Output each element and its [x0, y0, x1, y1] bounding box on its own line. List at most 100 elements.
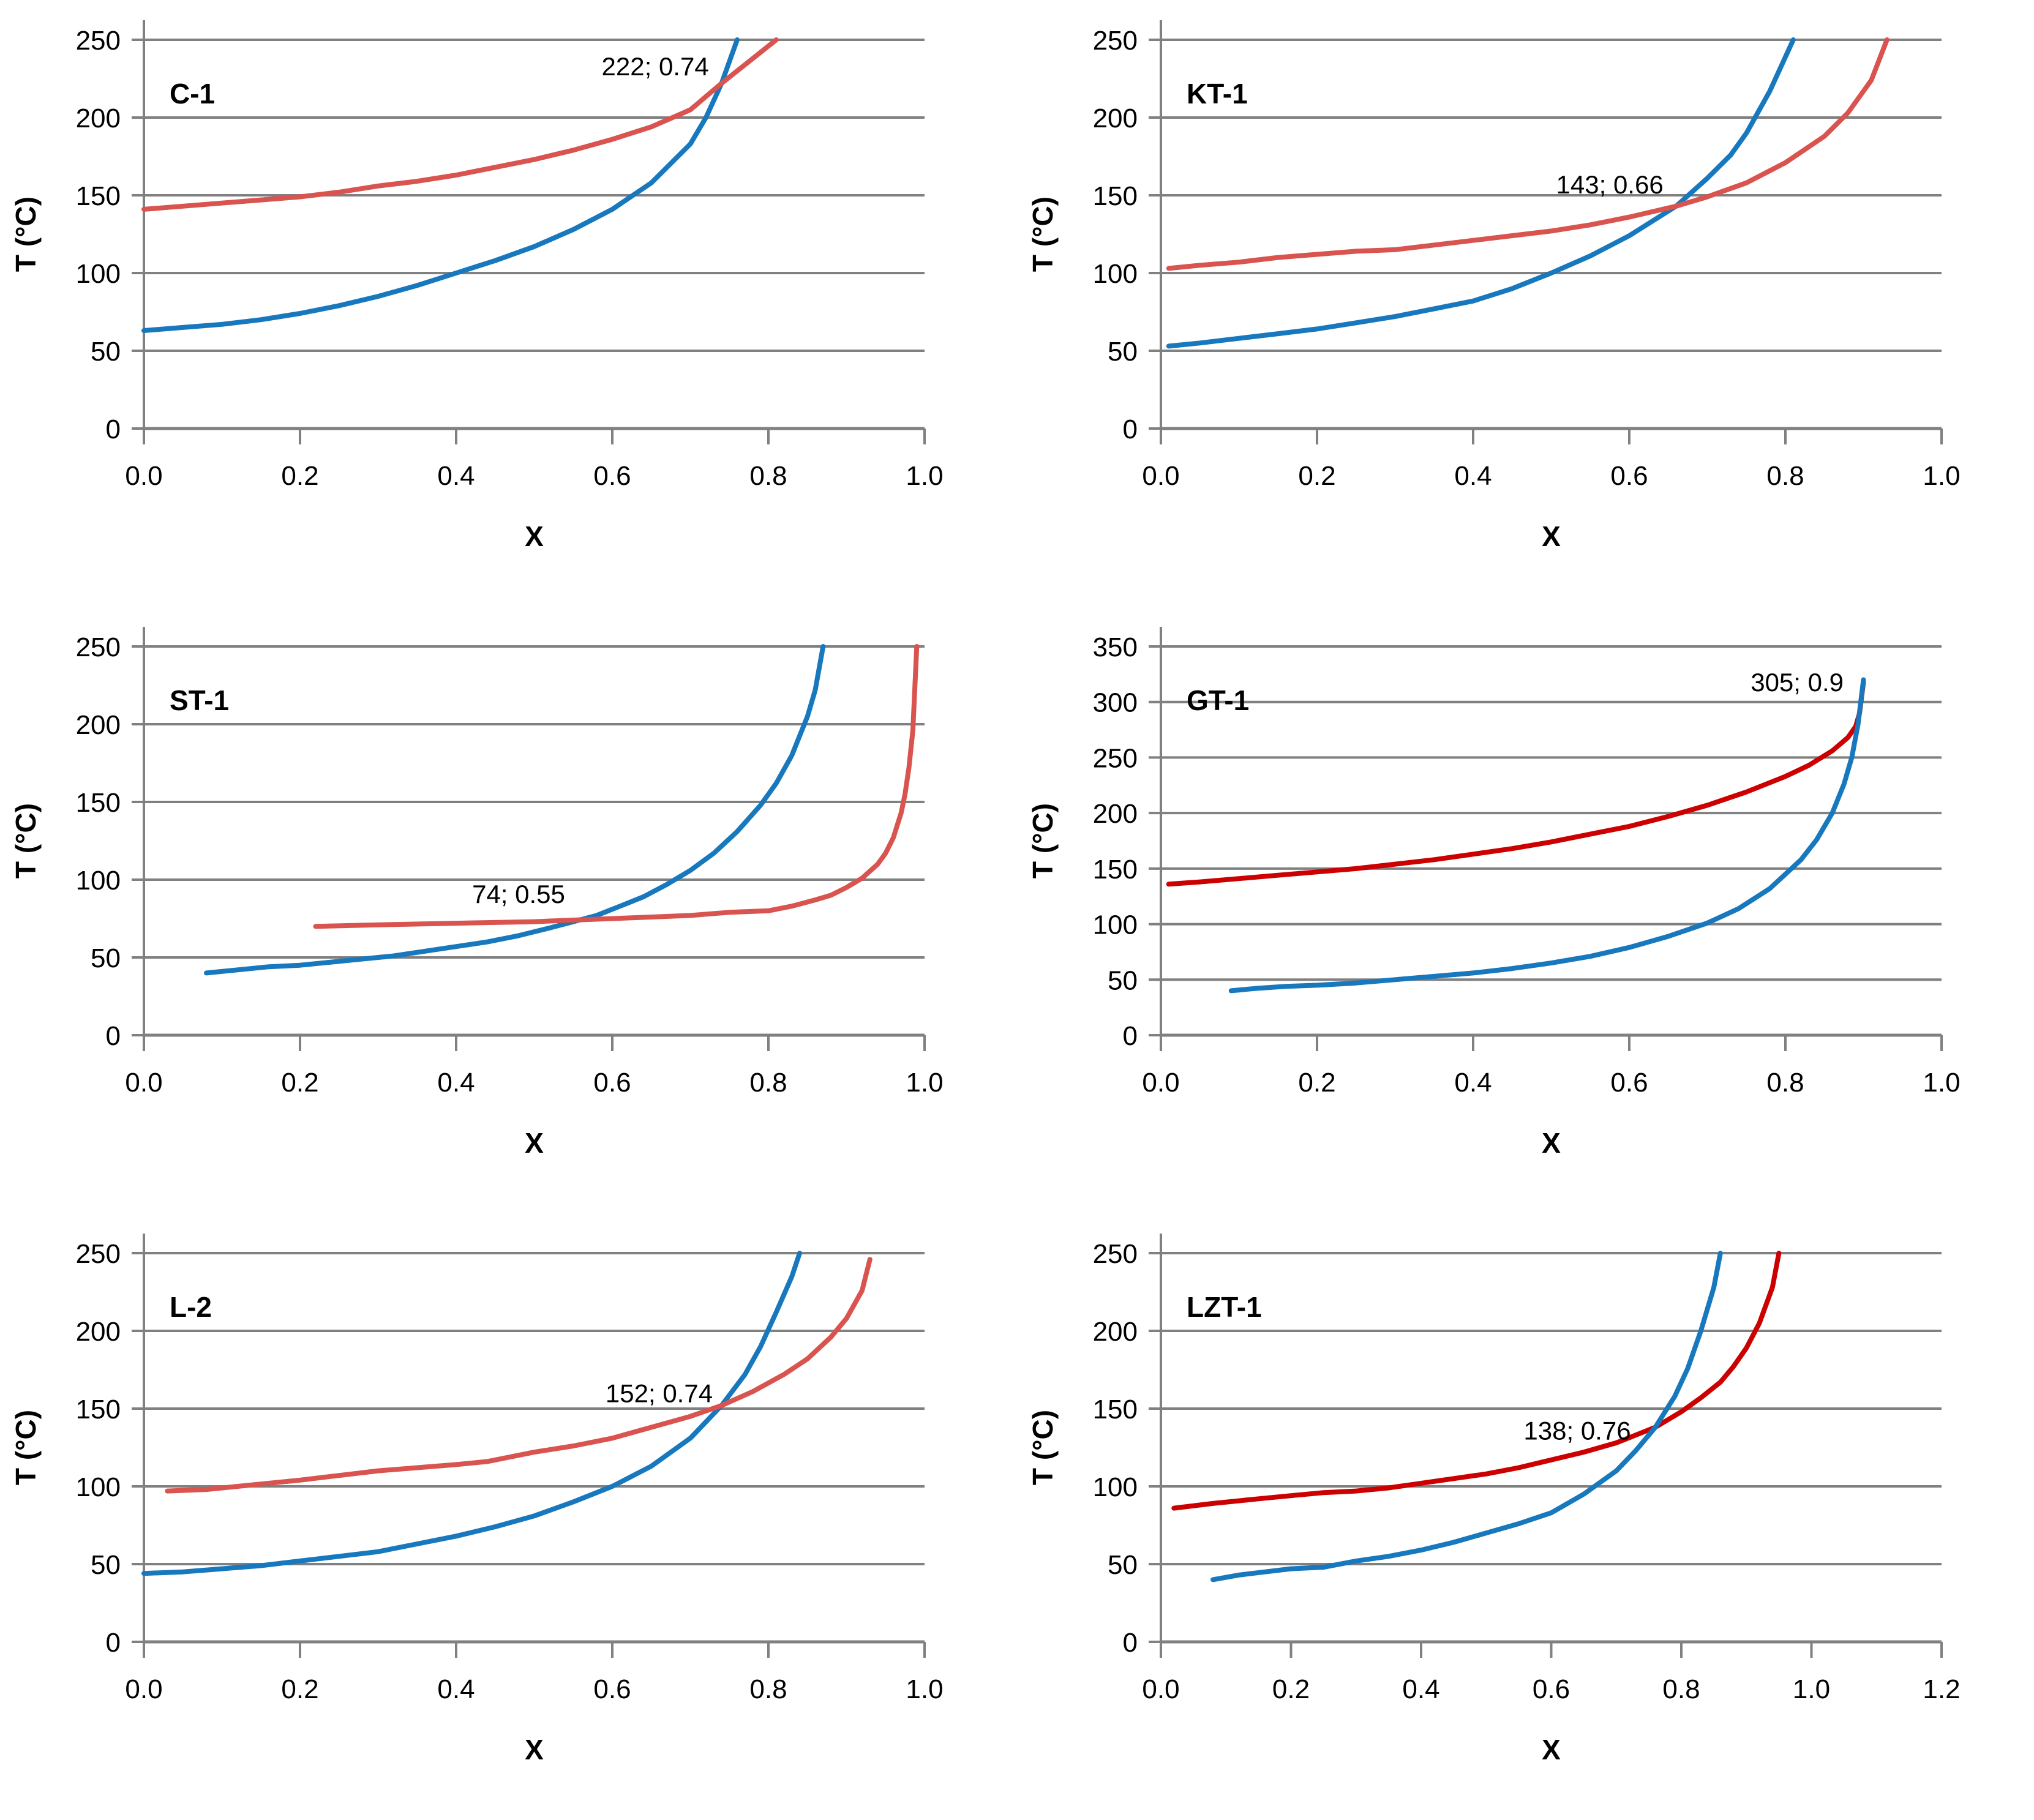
- chart-cell-st1: 0 50 100 150 200 250 0.0 0.2 0.4 0.6 0.8 1.0 ST-1 74;…: [0, 607, 1017, 1213]
- chart-svg-L-2: 0 50 100 150 200 250 0.0 0.2 0.4 0.6 0.8 1.0 L-2 152;…: [10, 1234, 944, 1766]
- chart-svg-LZT-1: 0 50 100 150 200 250 0.0 0.2 0.4 0.6 0.8 1.0 1.2 LZT-…: [1027, 1234, 1961, 1766]
- x-tick-label: 0.2: [1272, 1674, 1310, 1704]
- red-curve: [1171, 1251, 1782, 1511]
- y-tick-label: 0: [106, 1628, 121, 1658]
- y-axis-title: T (°C): [10, 803, 42, 878]
- red-curve: [313, 644, 920, 929]
- x-tick-label: 0.4: [1454, 461, 1492, 491]
- x-tick-label: 0.6: [1610, 1068, 1648, 1098]
- x-tick-label: 1.0: [906, 461, 943, 491]
- x-tick-label: 0.2: [281, 1068, 318, 1098]
- x-tick-label: 0.4: [437, 1674, 475, 1704]
- x-tick-label: 0.4: [1454, 1068, 1492, 1098]
- y-tick-label: 200: [1093, 799, 1138, 829]
- chart-title: L-2: [170, 1291, 212, 1323]
- y-tick-label: 200: [1093, 103, 1138, 133]
- x-tick-label: 0.4: [437, 1068, 475, 1098]
- x-tick-label: 0.0: [125, 461, 162, 491]
- annotation-label: 74; 0.55: [472, 880, 565, 908]
- y-tick-label: 250: [76, 26, 121, 56]
- blue-curve: [1166, 37, 1796, 349]
- x-tick-label: 0.0: [125, 1068, 162, 1098]
- y-tick-label: 50: [1108, 337, 1138, 367]
- y-tick-label: 50: [91, 337, 121, 367]
- red-curve: [1166, 680, 1866, 887]
- x-tick-label: 0.8: [1662, 1674, 1700, 1704]
- y-tick-label: 300: [1093, 688, 1138, 718]
- y-tick-label: 100: [1093, 910, 1138, 940]
- x-tick-label: 0.0: [1142, 461, 1179, 491]
- x-tick-label: 0.6: [593, 461, 631, 491]
- x-axis-title: X: [525, 1734, 544, 1766]
- x-axis-title: X: [525, 1127, 544, 1159]
- x-axis-title: X: [1542, 1127, 1561, 1159]
- x-tick-label: 1.0: [1923, 1068, 1960, 1098]
- x-axis-title: X: [1542, 520, 1561, 552]
- x-tick-label: 1.0: [906, 1068, 943, 1098]
- y-tick-label: 250: [1093, 26, 1138, 56]
- y-tick-label: 250: [76, 632, 121, 662]
- x-tick-label: 0.2: [281, 1674, 318, 1704]
- y-axis-title: T (°C): [1027, 1410, 1059, 1485]
- y-tick-label: 100: [76, 1472, 121, 1502]
- y-tick-label: 100: [1093, 259, 1138, 289]
- y-tick-label: 50: [1108, 965, 1138, 995]
- y-tick-label: 0: [106, 1021, 121, 1051]
- chart-cell-c1: 0 50 100 150 200 250 0.0 0.2 0.4 0.6 0.8 1.0 C-1 222;…: [0, 0, 1017, 607]
- red-curve: [141, 37, 779, 212]
- y-tick-label: 50: [91, 943, 121, 973]
- chart-title: GT-1: [1187, 684, 1249, 716]
- x-tick-label: 0.8: [749, 1068, 787, 1098]
- x-tick-label: 0.4: [437, 461, 475, 491]
- y-tick-label: 150: [1093, 181, 1138, 211]
- x-tick-label: 0.6: [1533, 1674, 1570, 1704]
- y-axis-title: T (°C): [10, 197, 42, 272]
- y-tick-label: 0: [1123, 1628, 1138, 1658]
- y-tick-label: 200: [76, 103, 121, 133]
- blue-curve: [1228, 677, 1866, 994]
- chart-title: ST-1: [170, 684, 229, 716]
- y-tick-label: 200: [1093, 1317, 1138, 1347]
- y-tick-label: 150: [1093, 1395, 1138, 1425]
- y-tick-label: 150: [1093, 855, 1138, 885]
- chart-svg-GT-1: 0 50 100 150 200 250 300 350 0.0 0.2 0.4 0.6 0.8 1.0 G…: [1027, 627, 1961, 1159]
- y-tick-label: 0: [1123, 414, 1138, 444]
- y-tick-label: 100: [76, 866, 121, 896]
- x-tick-label: 0.6: [1610, 461, 1648, 491]
- y-axis-title: T (°C): [1027, 803, 1059, 878]
- red-curve: [165, 1257, 873, 1494]
- annotation-label: 305; 0.9: [1751, 668, 1844, 697]
- x-axis-title: X: [525, 520, 544, 552]
- y-tick-label: 250: [76, 1239, 121, 1269]
- x-tick-label: 0.0: [1142, 1068, 1179, 1098]
- chart-cell-gt1: 0 50 100 150 200 250 300 350 0.0 0.2 0.4 0.6 0.8 1.0 G…: [1017, 607, 2034, 1213]
- chart-svg-C-1: 0 50 100 150 200 250 0.0 0.2 0.4 0.6 0.8 1.0 C-1 222;…: [10, 20, 944, 552]
- y-tick-label: 150: [76, 788, 121, 818]
- y-axis-title: T (°C): [1027, 197, 1059, 272]
- y-tick-label: 100: [76, 259, 121, 289]
- y-tick-label: 350: [1093, 632, 1138, 662]
- chart-cell-l2: 0 50 100 150 200 250 0.0 0.2 0.4 0.6 0.8 1.0 L-2 152;…: [0, 1213, 1017, 1820]
- x-tick-label: 0.2: [281, 461, 318, 491]
- x-tick-label: 1.0: [906, 1674, 943, 1704]
- x-axis-title: X: [1542, 1734, 1561, 1766]
- x-tick-label: 0.8: [1766, 461, 1804, 491]
- x-tick-label: 1.2: [1923, 1674, 1960, 1704]
- blue-curve: [1210, 1251, 1723, 1582]
- chart-svg-KT-1: 0 50 100 150 200 250 0.0 0.2 0.4 0.6 0.8 1.0 KT-1 143…: [1027, 20, 1961, 552]
- y-tick-label: 100: [1093, 1472, 1138, 1502]
- y-axis-title: T (°C): [10, 1410, 42, 1485]
- x-tick-label: 0.6: [593, 1674, 631, 1704]
- chart-title: KT-1: [1187, 78, 1248, 110]
- y-tick-label: 50: [91, 1550, 121, 1580]
- y-tick-label: 0: [106, 414, 121, 444]
- red-curve: [1166, 37, 1890, 271]
- x-tick-label: 1.0: [1793, 1674, 1830, 1704]
- y-tick-label: 250: [1093, 743, 1138, 773]
- x-tick-label: 0.8: [749, 461, 787, 491]
- blue-curve: [141, 1251, 802, 1576]
- annotation-label: 152; 0.74: [606, 1379, 713, 1408]
- x-tick-label: 0.8: [1766, 1068, 1804, 1098]
- x-tick-label: 0.2: [1298, 461, 1335, 491]
- blue-curve: [141, 37, 740, 333]
